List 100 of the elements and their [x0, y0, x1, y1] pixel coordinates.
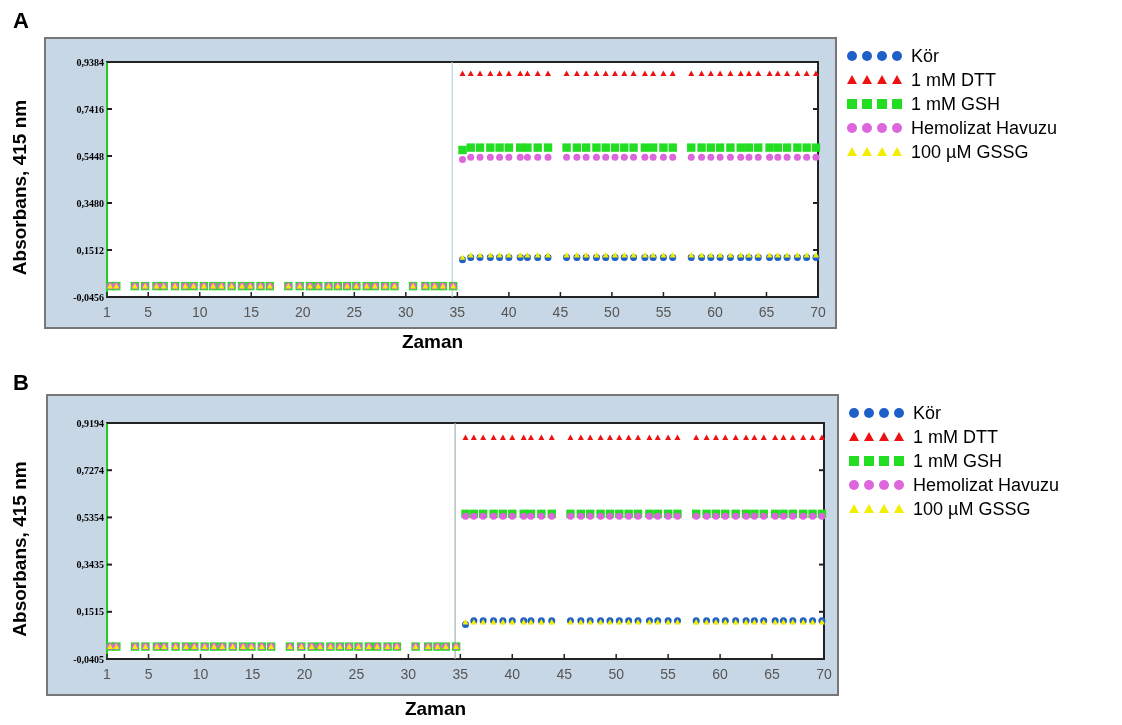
- x-tick-label: 60: [712, 666, 729, 682]
- x-tick-label: 30: [398, 304, 414, 320]
- point: [818, 434, 825, 440]
- x-tick-label: 45: [552, 304, 569, 320]
- x-tick-label: 35: [449, 304, 466, 320]
- point: [625, 434, 632, 440]
- point: [490, 434, 497, 440]
- y-tick-label: 0,7416: [76, 103, 104, 115]
- point: [534, 70, 541, 76]
- point: [477, 70, 484, 76]
- x-tick-label: 65: [758, 304, 775, 320]
- point: [703, 434, 710, 440]
- chart-title: B: [13, 370, 29, 395]
- point: [583, 70, 590, 76]
- point: [722, 434, 729, 440]
- point: [573, 70, 580, 76]
- x-tick-label: 1: [103, 666, 112, 682]
- point: [548, 434, 555, 440]
- x-tick-label: 50: [608, 666, 625, 682]
- x-tick-label: 30: [400, 666, 417, 682]
- point: [487, 70, 494, 76]
- y-tick-label: 0,5354: [76, 511, 104, 523]
- point: [621, 70, 628, 76]
- legend-label: Kör: [911, 46, 940, 67]
- x-tick-label: 55: [660, 666, 677, 682]
- x-tick-label: 35: [452, 666, 469, 682]
- legend-label: 1 mM DTT: [913, 427, 998, 448]
- point: [693, 434, 700, 440]
- point: [606, 434, 613, 440]
- point: [809, 434, 816, 440]
- point: [509, 434, 516, 440]
- point: [717, 70, 724, 76]
- x-tick-label: 25: [348, 666, 365, 682]
- point: [538, 434, 545, 440]
- x-tick-label: 65: [764, 666, 781, 682]
- point: [630, 70, 637, 76]
- legend-label: Kör: [913, 403, 942, 424]
- y-tick-label: 0,3435: [76, 559, 104, 571]
- x-tick-label: 20: [296, 666, 313, 682]
- point: [794, 70, 801, 76]
- x-tick-label: 70: [816, 666, 832, 682]
- point: [470, 434, 477, 440]
- point: [527, 434, 534, 440]
- chart-title: A: [13, 8, 29, 33]
- point: [732, 434, 739, 440]
- point: [688, 70, 695, 76]
- point: [635, 434, 641, 440]
- y-tick-label: 0,5448: [76, 150, 104, 162]
- legend-label: 100 µM GSSG: [911, 142, 1029, 163]
- point: [755, 70, 762, 76]
- x-tick-label: 10: [191, 304, 208, 320]
- x-tick-label: 5: [144, 666, 153, 682]
- point: [751, 434, 758, 440]
- legend-label: Hemolizat Havuzu: [913, 475, 1060, 496]
- point: [593, 70, 600, 76]
- x-tick-label: 15: [243, 304, 260, 320]
- point: [743, 434, 750, 440]
- point: [524, 70, 531, 76]
- point: [467, 70, 474, 76]
- point: [612, 70, 618, 76]
- x-tick-label: 55: [655, 304, 672, 320]
- point: [698, 70, 705, 76]
- legend-label: 1 mM GSH: [913, 451, 1003, 472]
- point: [707, 70, 714, 76]
- point: [641, 70, 648, 76]
- x-axis-title: Zaman: [404, 698, 467, 719]
- legend-label: Hemolizat Havuzu: [911, 118, 1058, 139]
- point: [654, 434, 661, 440]
- x-tick-label: 10: [192, 666, 209, 682]
- point: [737, 70, 744, 76]
- point: [587, 434, 594, 440]
- point: [499, 434, 506, 440]
- y-axis-title: Absorbans, 415 nm: [9, 461, 30, 637]
- point: [772, 434, 779, 440]
- x-tick-label: 45: [556, 666, 573, 682]
- point: [780, 434, 787, 440]
- point: [669, 70, 676, 76]
- point: [660, 70, 667, 76]
- point: [784, 70, 791, 76]
- legend-label: 100 µM GSSG: [913, 499, 1031, 520]
- point: [520, 434, 527, 440]
- point: [760, 434, 767, 440]
- x-tick-label: 40: [504, 666, 521, 682]
- x-tick-label: 5: [144, 304, 153, 320]
- point: [712, 434, 719, 440]
- point: [616, 434, 623, 440]
- legend-label: 1 mM GSH: [911, 94, 1001, 115]
- point: [803, 70, 810, 76]
- point: [517, 70, 524, 76]
- point: [665, 434, 672, 440]
- point: [459, 70, 466, 76]
- point: [567, 434, 574, 440]
- y-tick-label: -0,0405: [73, 653, 104, 665]
- point: [646, 434, 653, 440]
- x-tick-label: 70: [810, 304, 826, 320]
- point: [577, 434, 584, 440]
- y-axis-title: Absorbans, 415 nm: [9, 99, 30, 276]
- x-tick-label: 20: [294, 304, 311, 320]
- y-tick-label: 0,9194: [76, 417, 104, 429]
- y-tick-label: 0,1512: [76, 244, 104, 256]
